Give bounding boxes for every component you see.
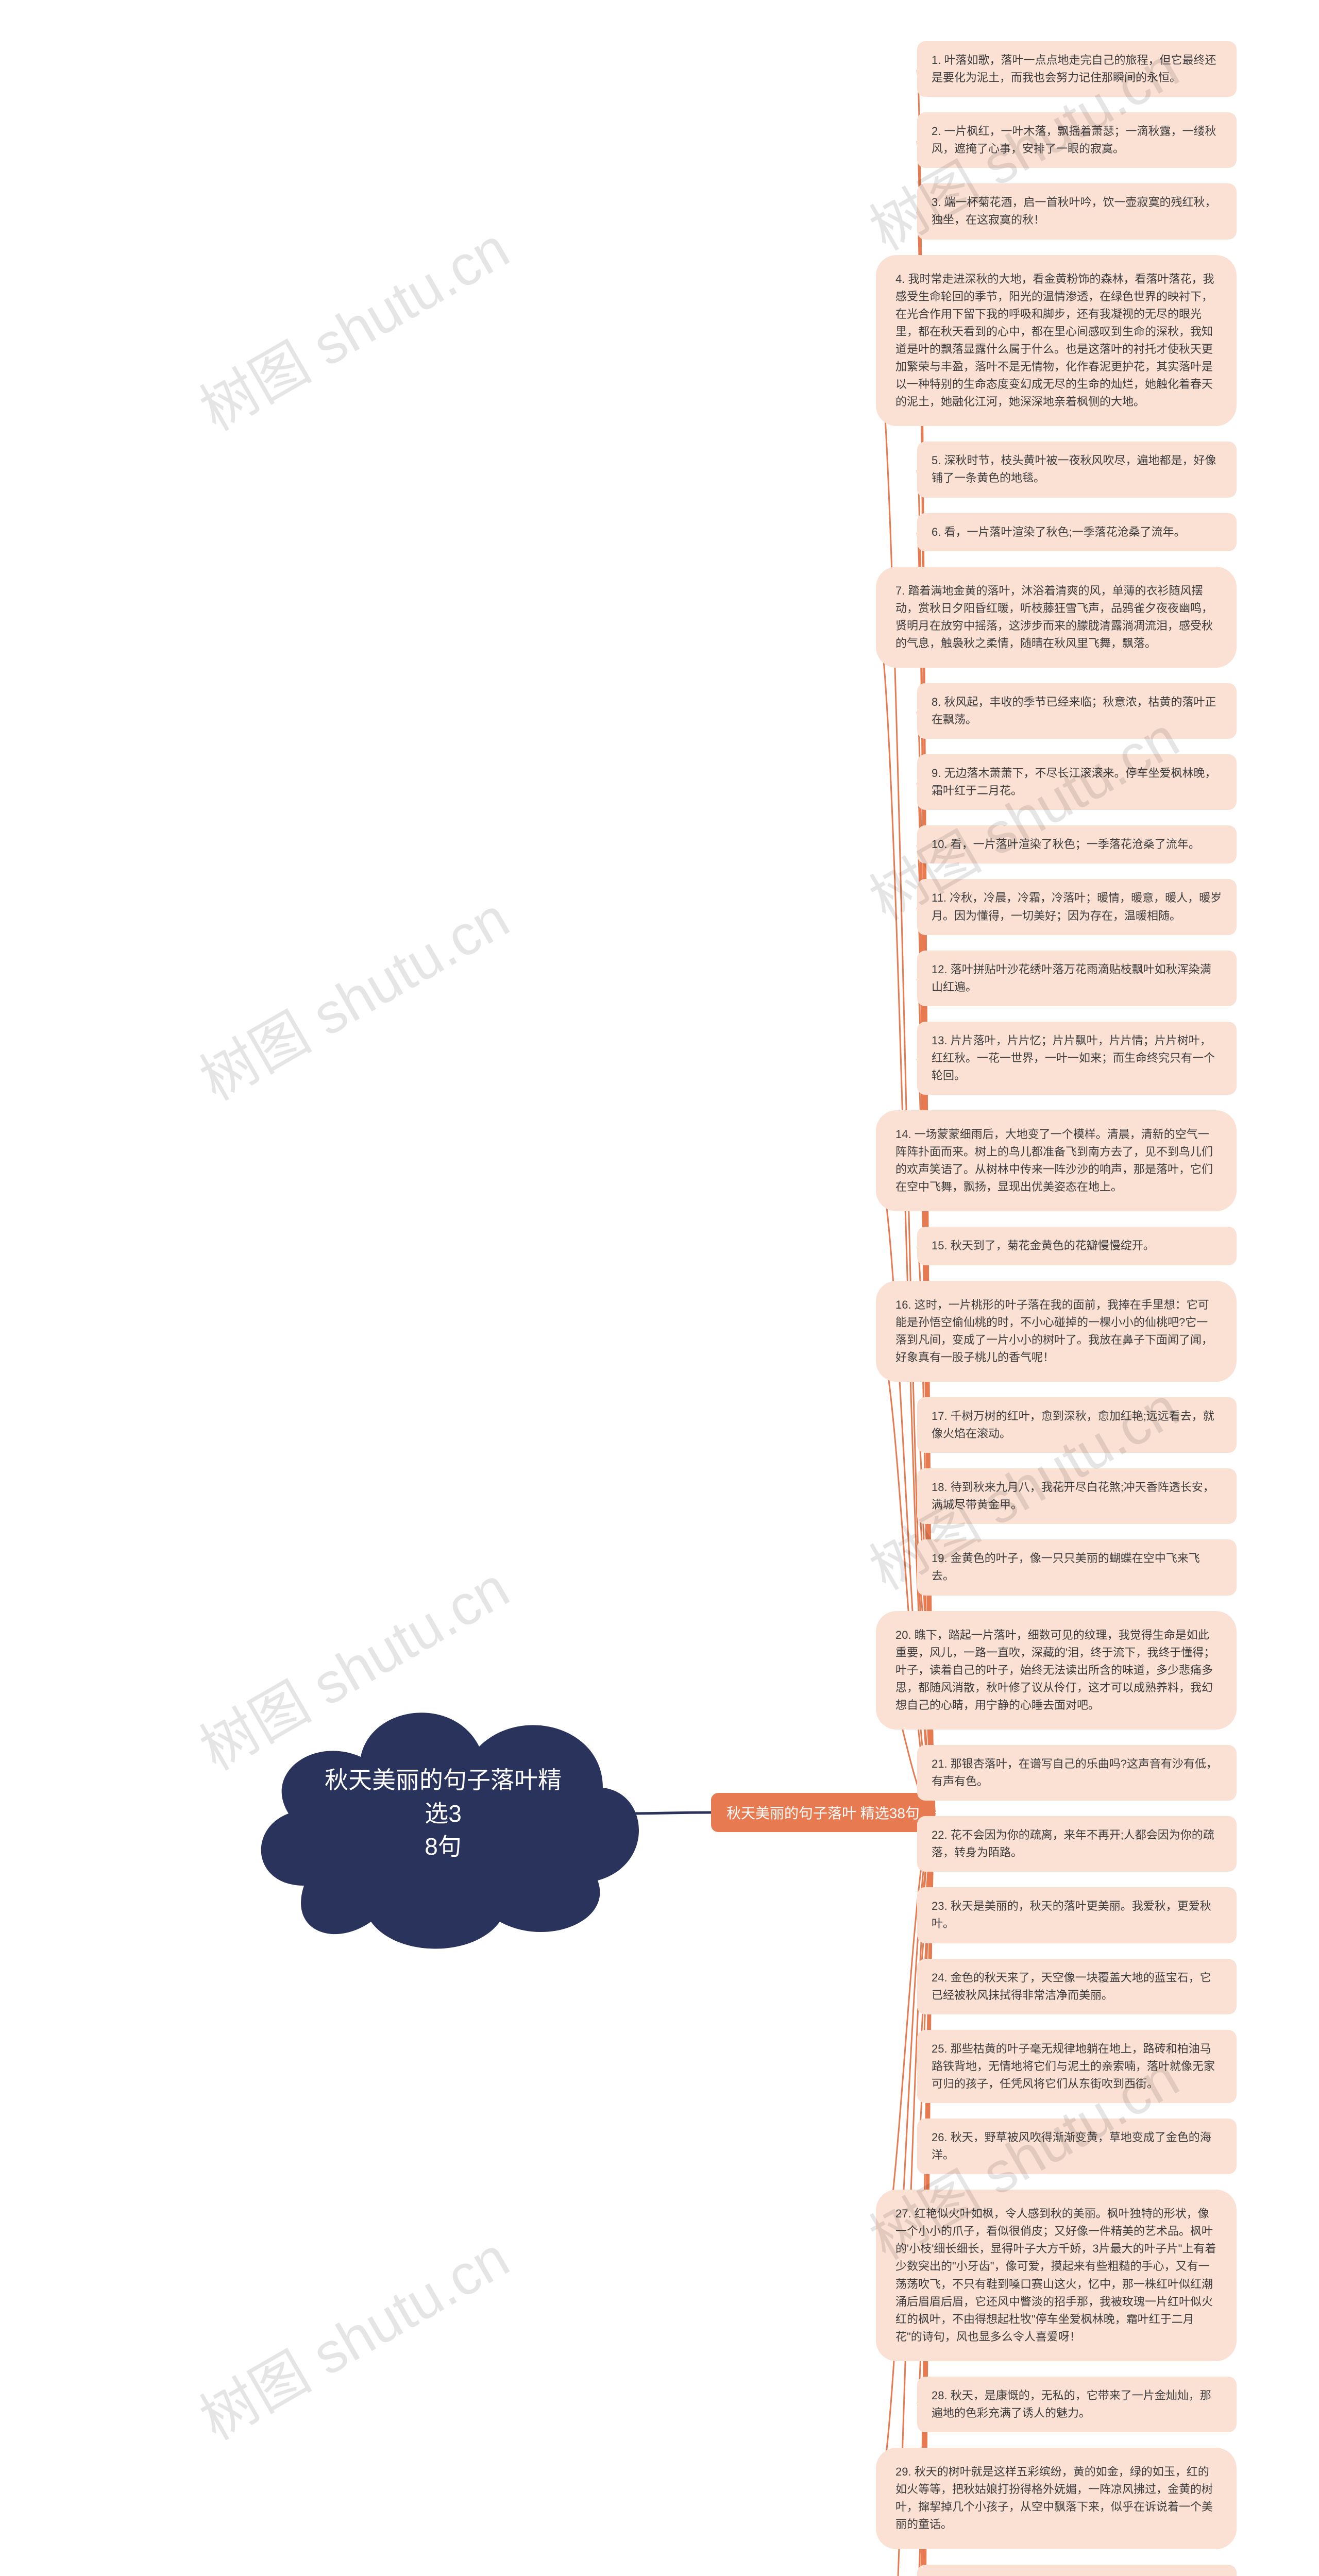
- watermark: 树图 shutu.cn: [183, 2212, 521, 2455]
- leaf-text: 7. 踏着满地金黄的落叶，沐浴着清爽的风，单薄的衣衫随风摆动，赏秋日夕阳昏红暖，…: [895, 584, 1213, 650]
- leaf-node[interactable]: 23. 秋天是美丽的，秋天的落叶更美丽。我爱秋，更爱秋叶。: [917, 1887, 1237, 1943]
- leaf-text: 9. 无边落木萧萧下，不尽长江滚滚来。停车坐爱枫林晚，霜叶红于二月花。: [932, 767, 1216, 797]
- leaf-text: 8. 秋风起，丰收的季节已经来临；秋意浓，枯黄的落叶正在飘荡。: [932, 696, 1216, 726]
- leaf-node[interactable]: 7. 踏着满地金黄的落叶，沐浴着清爽的风，单薄的衣衫随风摆动，赏秋日夕阳昏红暖，…: [876, 567, 1237, 668]
- leaf-node[interactable]: 27. 红艳似火叶如枫，令人感到秋的美丽。枫叶独特的形状，像一个小小的爪子，看似…: [876, 2190, 1237, 2361]
- leaf-text: 29. 秋天的树叶就是这样五彩缤纷，黄的如金，绿的如玉，红的如火等等，把秋姑娘打…: [895, 2465, 1213, 2531]
- leaf-column: 1. 叶落如歌，落叶一点点地走完自己的旅程，但它最终还是要化为泥土，而我也会努力…: [917, 41, 1237, 2576]
- leaf-text: 4. 我时常走进深秋的大地，看金黄粉饰的森林，看落叶落花，我感受生命轮回的季节，…: [895, 273, 1214, 409]
- leaf-text: 26. 秋天，野草被风吹得渐渐变黄，草地变成了金色的海洋。: [932, 2131, 1211, 2161]
- leaf-text: 11. 冷秋，冷晨，冷霜，冷落叶；暖情，暖意，暖人，暖岁月。因为懂得，一切美好；…: [932, 891, 1222, 922]
- leaf-node[interactable]: 25. 那些枯黄的叶子毫无规律地躺在地上，路砖和柏油马路铁背地，无情地将它们与泥…: [917, 2030, 1237, 2103]
- leaf-node[interactable]: 21. 那银杏落叶，在谱写自己的乐曲吗?这声音有沙有低，有声有色。: [917, 1745, 1237, 1801]
- leaf-node[interactable]: 12. 落叶拼贴叶沙花绣叶落万花雨滴贴枝飘叶如秋浑染满山红遍。: [917, 951, 1237, 1006]
- leaf-node[interactable]: 29. 秋天的树叶就是这样五彩缤纷，黄的如金，绿的如玉，红的如火等等，把秋姑娘打…: [876, 2448, 1237, 2549]
- leaf-node[interactable]: 30. 端一杯菊花酒，起一首秋叶吟，饮一壶寂寞的残红秋，独坐，在这寂寞的秋！: [917, 2565, 1237, 2576]
- leaf-text: 3. 端一杯菊花酒，启一首秋叶吟，饮一壶寂寞的残红秋，独坐，在这寂寞的秋！: [932, 196, 1216, 226]
- leaf-text: 14. 一场蒙蒙细雨后，大地变了一个模样。清晨，清新的空气一阵阵扑面而来。树上的…: [895, 1128, 1213, 1193]
- leaf-text: 24. 金色的秋天来了，天空像一块覆盖大地的蓝宝石，它已经被秋风抹拭得非常洁净而…: [932, 1971, 1211, 2002]
- leaf-node[interactable]: 26. 秋天，野草被风吹得渐渐变黄，草地变成了金色的海洋。: [917, 2119, 1237, 2174]
- leaf-node[interactable]: 16. 这时，一片桃形的叶子落在我的面前，我捧在手里想：它可能是孙悟空偷仙桃的时…: [876, 1281, 1237, 1382]
- leaf-text: 17. 千树万树的红叶，愈到深秋，愈加红艳;远远看去，就像火焰在滚动。: [932, 1410, 1214, 1440]
- leaf-text: 15. 秋天到了，菊花金黄色的花瓣慢慢绽开。: [932, 1239, 1155, 1252]
- leaf-node[interactable]: 13. 片片落叶，片片忆；片片飘叶，片片情；片片树叶，红红秋。一花一世界，一叶一…: [917, 1022, 1237, 1095]
- leaf-text: 27. 红艳似火叶如枫，令人感到秋的美丽。枫叶独特的形状，像一个小小的爪子，看似…: [895, 2207, 1216, 2343]
- leaf-text: 18. 待到秋来九月八，我花开尽白花煞;冲天香阵透长安，满城尽带黄金甲。: [932, 1481, 1214, 1511]
- leaf-text: 28. 秋天，是康慨的，无私的，它带来了一片金灿灿，那遍地的色彩充满了诱人的魅力…: [932, 2389, 1211, 2419]
- watermark: 树图 shutu.cn: [183, 873, 521, 1116]
- leaf-text: 10. 看，一片落叶渲染了秋色；一季落花沧桑了流年。: [932, 838, 1200, 851]
- leaf-node[interactable]: 22. 花不会因为你的疏离，来年不再开;人都会因为你的疏落，转身为陌路。: [917, 1816, 1237, 1872]
- leaf-node[interactable]: 5. 深秋时节，枝头黄叶被一夜秋风吹尽，遍地都是，好像铺了一条黄色的地毯。: [917, 442, 1237, 497]
- leaf-node[interactable]: 20. 瞧下，踏起一片落叶，细数可见的纹理，我觉得生命是如此重要，风儿，一路一直…: [876, 1611, 1237, 1730]
- leaf-text: 19. 金黄色的叶子，像一只只美丽的蝴蝶在空中飞来飞去。: [932, 1552, 1200, 1582]
- leaf-node[interactable]: 2. 一片枫红，一叶木落，飘摇着萧瑟；一滴秋露，一缕秋风，遮掩了心事，安排了一眼…: [917, 112, 1237, 168]
- leaf-text: 2. 一片枫红，一叶木落，飘摇着萧瑟；一滴秋露，一缕秋风，遮掩了心事，安排了一眼…: [932, 125, 1216, 155]
- leaf-text: 13. 片片落叶，片片忆；片片飘叶，片片情；片片树叶，红红秋。一花一世界，一叶一…: [932, 1034, 1215, 1082]
- leaf-text: 1. 叶落如歌，落叶一点点地走完自己的旅程，但它最终还是要化为泥土，而我也会努力…: [932, 54, 1216, 84]
- leaf-node[interactable]: 4. 我时常走进深秋的大地，看金黄粉饰的森林，看落叶落花，我感受生命轮回的季节，…: [876, 255, 1237, 427]
- leaf-node[interactable]: 10. 看，一片落叶渲染了秋色；一季落花沧桑了流年。: [917, 825, 1237, 863]
- leaf-node[interactable]: 3. 端一杯菊花酒，启一首秋叶吟，饮一壶寂寞的残红秋，独坐，在这寂寞的秋！: [917, 183, 1237, 239]
- leaf-node[interactable]: 18. 待到秋来九月八，我花开尽白花煞;冲天香阵透长安，满城尽带黄金甲。: [917, 1468, 1237, 1524]
- leaf-text: 20. 瞧下，踏起一片落叶，细数可见的纹理，我觉得生命是如此重要，风儿，一路一直…: [895, 1629, 1215, 1711]
- leaf-node[interactable]: 19. 金黄色的叶子，像一只只美丽的蝴蝶在空中飞来飞去。: [917, 1539, 1237, 1595]
- leaf-text: 23. 秋天是美丽的，秋天的落叶更美丽。我爱秋，更爱秋叶。: [932, 1900, 1211, 1930]
- leaf-node[interactable]: 1. 叶落如歌，落叶一点点地走完自己的旅程，但它最终还是要化为泥土，而我也会努力…: [917, 41, 1237, 97]
- leaf-text: 16. 这时，一片桃形的叶子落在我的面前，我捧在手里想：它可能是孙悟空偷仙桃的时…: [895, 1298, 1213, 1364]
- leaf-node[interactable]: 24. 金色的秋天来了，天空像一块覆盖大地的蓝宝石，它已经被秋风抹拭得非常洁净而…: [917, 1959, 1237, 2014]
- leaf-text: 22. 花不会因为你的疏离，来年不再开;人都会因为你的疏落，转身为陌路。: [932, 1828, 1214, 1859]
- leaf-node[interactable]: 9. 无边落木萧萧下，不尽长江滚滚来。停车坐爱枫林晚，霜叶红于二月花。: [917, 754, 1237, 810]
- leaf-node[interactable]: 17. 千树万树的红叶，愈到深秋，愈加红艳;远远看去，就像火焰在滚动。: [917, 1397, 1237, 1453]
- leaf-node[interactable]: 14. 一场蒙蒙细雨后，大地变了一个模样。清晨，清新的空气一阵阵扑面而来。树上的…: [876, 1110, 1237, 1211]
- leaf-text: 6. 看，一片落叶渲染了秋色;一季落花沧桑了流年。: [932, 526, 1186, 538]
- root-node[interactable]: 秋天美丽的句子落叶精选3 8句: [232, 1669, 654, 1958]
- mid-label: 秋天美丽的句子落叶 精选38句: [726, 1805, 920, 1821]
- leaf-text: 5. 深秋时节，枝头黄叶被一夜秋风吹尽，遍地都是，好像铺了一条黄色的地毯。: [932, 454, 1216, 484]
- leaf-node[interactable]: 6. 看，一片落叶渲染了秋色;一季落花沧桑了流年。: [917, 513, 1237, 551]
- watermark: 树图 shutu.cn: [183, 203, 521, 446]
- leaf-text: 21. 那银杏落叶，在谱写自己的乐曲吗?这声音有沙有低，有声有色。: [932, 1757, 1217, 1788]
- leaf-text: 12. 落叶拼贴叶沙花绣叶落万花雨滴贴枝飘叶如秋浑染满山红遍。: [932, 963, 1211, 993]
- leaf-node[interactable]: 8. 秋风起，丰收的季节已经来临；秋意浓，枯黄的落叶正在飘荡。: [917, 683, 1237, 739]
- leaf-node[interactable]: 15. 秋天到了，菊花金黄色的花瓣慢慢绽开。: [917, 1227, 1237, 1265]
- root-label: 秋天美丽的句子落叶精选3 8句: [232, 1669, 654, 1958]
- leaf-node[interactable]: 28. 秋天，是康慨的，无私的，它带来了一片金灿灿，那遍地的色彩充满了诱人的魅力…: [917, 2377, 1237, 2432]
- leaf-text: 25. 那些枯黄的叶子毫无规律地躺在地上，路砖和柏油马路铁背地，无情地将它们与泥…: [932, 2042, 1215, 2090]
- leaf-node[interactable]: 11. 冷秋，冷晨，冷霜，冷落叶；暖情，暖意，暖人，暖岁月。因为懂得，一切美好；…: [917, 879, 1237, 935]
- mid-node[interactable]: 秋天美丽的句子落叶 精选38句: [711, 1793, 935, 1832]
